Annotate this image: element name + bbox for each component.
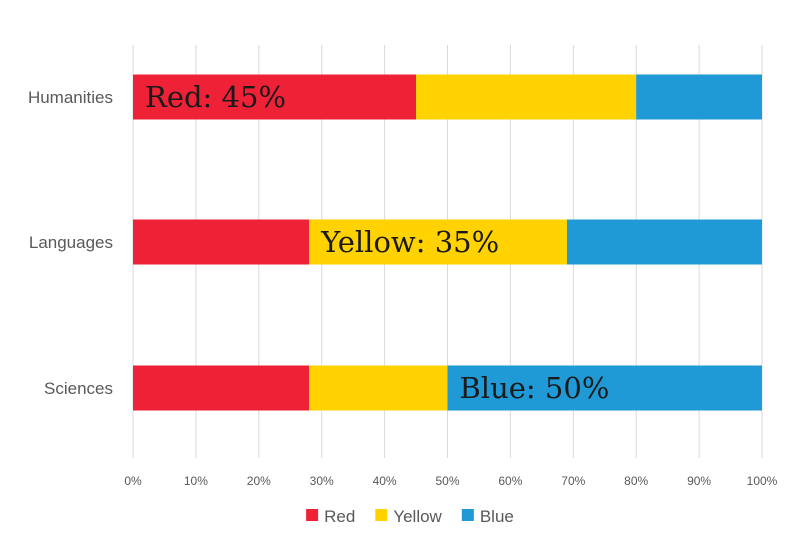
data-label-languages: Yellow: 35% <box>320 225 499 259</box>
legend-swatch-yellow <box>375 509 388 521</box>
category-labels: Humanities Languages Sciences <box>28 88 113 398</box>
bars <box>133 74 762 411</box>
bar-humanities-yellow <box>416 74 637 120</box>
x-tick-80: 80% <box>624 474 648 488</box>
x-tick-30: 30% <box>310 474 334 488</box>
data-labels: Red: 45% Yellow: 35% Blue: 50% <box>145 80 609 405</box>
x-tick-40: 40% <box>373 474 397 488</box>
bar-sciences-yellow <box>309 365 448 411</box>
legend-label-blue: Blue <box>480 507 514 526</box>
legend: Red Yellow Blue <box>306 507 514 526</box>
x-tick-60: 60% <box>498 474 522 488</box>
x-tick-100: 100% <box>747 474 778 488</box>
x-tick-0: 0% <box>124 474 142 488</box>
category-label-humanities: Humanities <box>28 88 113 107</box>
x-tick-50: 50% <box>435 474 459 488</box>
bar-sciences-red <box>133 365 310 411</box>
x-tick-labels: 0% 10% 20% 30% 40% 50% 60% 70% 80% 90% 100% <box>124 474 777 488</box>
bar-humanities-blue <box>636 74 762 120</box>
x-tick-70: 70% <box>561 474 585 488</box>
category-label-sciences: Sciences <box>44 379 113 398</box>
legend-label-yellow: Yellow <box>393 507 442 526</box>
bar-languages-yellow <box>309 219 568 265</box>
data-label-humanities: Red: 45% <box>145 80 286 114</box>
data-label-sciences: Blue: 50% <box>460 371 610 405</box>
x-tick-90: 90% <box>687 474 711 488</box>
x-tick-20: 20% <box>247 474 271 488</box>
bar-languages-blue <box>567 219 762 265</box>
bar-sciences-blue <box>447 365 762 411</box>
legend-swatch-red <box>306 509 319 521</box>
bar-humanities-red <box>133 74 417 120</box>
bar-languages-red <box>133 219 310 265</box>
legend-label-red: Red <box>324 507 355 526</box>
category-label-languages: Languages <box>29 233 113 252</box>
x-tick-10: 10% <box>184 474 208 488</box>
legend-swatch-blue <box>461 509 474 521</box>
